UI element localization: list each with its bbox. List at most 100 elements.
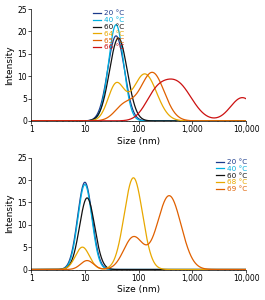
66 °C [169, 77, 172, 81]
66 °C [67, 119, 70, 123]
20 °C [54, 119, 57, 123]
66 °C [29, 119, 33, 123]
20 °C [83, 181, 86, 184]
69 °C [67, 268, 70, 271]
40 °C [217, 268, 220, 271]
60 °C [112, 48, 115, 51]
Y-axis label: Intensity: Intensity [6, 194, 15, 233]
20 °C [217, 119, 220, 123]
40 °C [240, 119, 244, 123]
Line: 66 °C: 66 °C [31, 79, 246, 121]
68 °C [112, 259, 115, 262]
Line: 64 °C: 64 °C [31, 74, 246, 121]
66 °C [54, 119, 57, 123]
Line: 65 °C: 65 °C [31, 72, 246, 121]
20 °C [121, 268, 125, 271]
20 °C [67, 261, 70, 265]
68 °C [217, 268, 220, 271]
40 °C [121, 268, 125, 271]
69 °C [29, 268, 33, 271]
60 °C [86, 196, 89, 200]
65 °C [151, 70, 154, 74]
64 °C [112, 83, 115, 87]
69 °C [240, 268, 244, 271]
20 °C [112, 38, 115, 41]
66 °C [121, 119, 125, 122]
69 °C [167, 194, 171, 197]
69 °C [217, 268, 220, 271]
Line: 68 °C: 68 °C [31, 178, 246, 269]
68 °C [132, 176, 135, 180]
64 °C [54, 119, 57, 123]
20 °C [217, 268, 220, 271]
64 °C [121, 85, 125, 89]
40 °C [83, 183, 86, 186]
40 °C [240, 268, 244, 271]
64 °C [240, 119, 244, 123]
Line: 69 °C: 69 °C [31, 196, 246, 269]
40 °C [54, 268, 57, 271]
66 °C [112, 119, 115, 123]
60 °C [29, 119, 33, 123]
Line: 20 °C: 20 °C [31, 36, 246, 121]
60 °C [112, 268, 115, 271]
40 °C [245, 119, 248, 123]
66 °C [245, 97, 248, 101]
64 °C [67, 119, 70, 123]
20 °C [54, 268, 57, 271]
65 °C [240, 119, 244, 123]
69 °C [112, 264, 115, 267]
69 °C [245, 268, 248, 271]
60 °C [67, 264, 70, 268]
64 °C [143, 72, 146, 76]
65 °C [29, 119, 33, 123]
60 °C [121, 268, 125, 271]
60 °C [217, 119, 220, 123]
40 °C [67, 262, 70, 266]
40 °C [29, 119, 33, 123]
60 °C [240, 119, 244, 123]
40 °C [54, 119, 57, 123]
68 °C [240, 268, 244, 271]
60 °C [54, 268, 57, 271]
65 °C [217, 119, 220, 123]
20 °C [245, 268, 248, 271]
60 °C [67, 119, 70, 123]
20 °C [240, 268, 244, 271]
Line: 40 °C: 40 °C [31, 184, 246, 269]
40 °C [29, 268, 33, 271]
40 °C [112, 268, 115, 271]
68 °C [121, 220, 125, 224]
68 °C [29, 268, 33, 271]
Line: 20 °C: 20 °C [31, 182, 246, 269]
20 °C [29, 119, 33, 123]
64 °C [29, 119, 33, 123]
69 °C [54, 268, 57, 271]
Line: 60 °C: 60 °C [31, 38, 246, 121]
66 °C [217, 115, 220, 119]
64 °C [245, 119, 248, 123]
60 °C [121, 47, 125, 50]
Line: 60 °C: 60 °C [31, 198, 246, 269]
60 °C [245, 119, 248, 123]
40 °C [245, 268, 248, 271]
40 °C [121, 56, 125, 60]
40 °C [114, 23, 118, 26]
X-axis label: Size (nm): Size (nm) [117, 137, 160, 146]
20 °C [114, 34, 118, 38]
60 °C [117, 36, 120, 40]
65 °C [245, 119, 248, 123]
Legend: 20 °C, 40 °C, 60 °C, 64 °C, 65 °C, 66 °C: 20 °C, 40 °C, 60 °C, 64 °C, 65 °C, 66 °C [93, 11, 124, 50]
68 °C [245, 268, 248, 271]
65 °C [121, 101, 125, 105]
66 °C [240, 96, 244, 99]
40 °C [67, 119, 70, 123]
60 °C [54, 119, 57, 123]
Y-axis label: Intensity: Intensity [6, 45, 15, 85]
68 °C [67, 265, 70, 268]
65 °C [112, 111, 115, 114]
20 °C [29, 268, 33, 271]
Legend: 20 °C, 40 °C, 60 °C, 68 °C, 69 °C: 20 °C, 40 °C, 60 °C, 68 °C, 69 °C [216, 159, 247, 192]
20 °C [240, 119, 244, 123]
65 °C [54, 119, 57, 123]
